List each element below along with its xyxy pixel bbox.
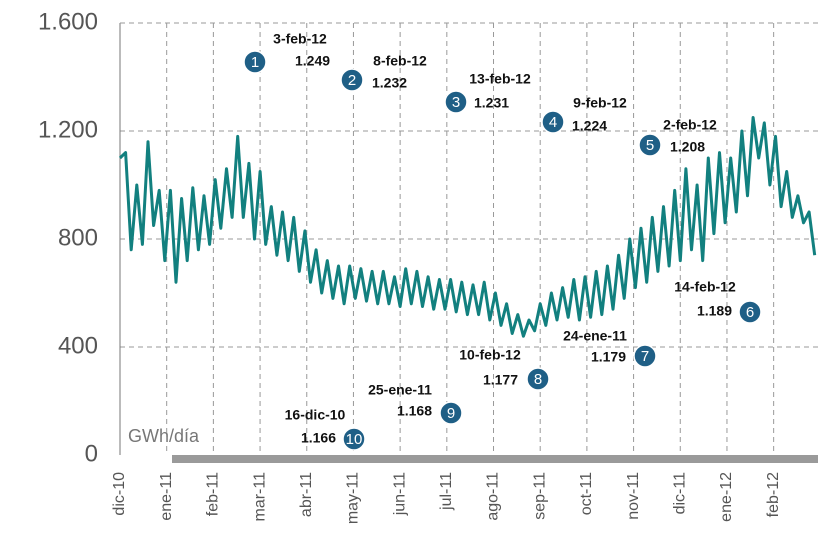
chart: GWh/día 0 400 800 1.200 1.600 dic-10 ene-11 feb…: [0, 0, 818, 549]
rank-number: 6: [746, 304, 754, 321]
annotation-value: 1.224: [572, 118, 607, 134]
x-tick-label: ene-11: [158, 472, 175, 521]
axis-band: [172, 455, 818, 463]
annotation-value: 1.231: [474, 95, 509, 111]
x-tick-label: jul-11: [438, 472, 455, 511]
annotation-date: 24-ene-11: [563, 328, 627, 344]
x-tick-label: jun-11: [391, 472, 408, 516]
rank-number: 2: [348, 72, 356, 89]
annotation-date: 2-feb-12: [663, 117, 717, 133]
x-tick-label: may-11: [345, 472, 362, 524]
x-tick-label: feb-12: [765, 472, 782, 517]
annotation-date: 3-feb-12: [273, 31, 327, 47]
annotation-value: 1.249: [295, 53, 330, 69]
x-tick-label: abr-11: [298, 472, 315, 517]
rank-number: 7: [641, 348, 649, 365]
x-tick-label: sep-11: [531, 472, 548, 520]
annotation-value: 1.208: [670, 139, 705, 155]
annotation-date: 10-feb-12: [459, 347, 521, 363]
annotation-value: 1.179: [591, 349, 626, 365]
x-tick-label: dic-11: [671, 472, 688, 514]
rank-number: 3: [452, 94, 460, 111]
y-tick-label: 800: [58, 224, 98, 251]
y-tick-label: 400: [58, 332, 98, 359]
x-tick-label: ene-12: [718, 472, 735, 522]
x-tick-label: feb-11: [205, 472, 222, 516]
annotation-date: 14-feb-12: [674, 279, 736, 295]
annotation-value: 1.166: [301, 430, 336, 446]
annotation-value: 1.232: [372, 75, 407, 91]
annotation-date: 16-dic-10: [285, 407, 346, 423]
annotation-date: 25-ene-11: [368, 382, 432, 398]
annotation-value: 1.177: [483, 372, 518, 388]
annotation-value: 1.189: [697, 303, 732, 319]
x-tick-label: mar-11: [251, 472, 268, 522]
x-tick-label: oct-11: [578, 472, 595, 515]
rank-number: 1: [251, 54, 259, 71]
rank-number: 5: [646, 137, 654, 154]
rank-number: 8: [534, 371, 542, 388]
rank-number: 4: [549, 114, 557, 131]
annotation-value: 1.168: [397, 403, 432, 419]
y-tick-label: 1.200: [38, 116, 98, 143]
y-axis-label: GWh/día: [128, 426, 200, 446]
y-tick-label: 0: [85, 440, 98, 467]
annotation-date: 8-feb-12: [373, 53, 427, 69]
annotation-date: 9-feb-12: [573, 95, 627, 111]
rank-number: 10: [346, 431, 363, 448]
annotation-date: 13-feb-12: [469, 71, 531, 87]
rank-number: 9: [447, 405, 455, 422]
x-tick-label: dic-10: [111, 472, 128, 516]
x-tick-label: nov-11: [625, 472, 642, 520]
x-tick-label: ago-11: [485, 472, 502, 521]
y-tick-label: 1.600: [38, 8, 98, 35]
